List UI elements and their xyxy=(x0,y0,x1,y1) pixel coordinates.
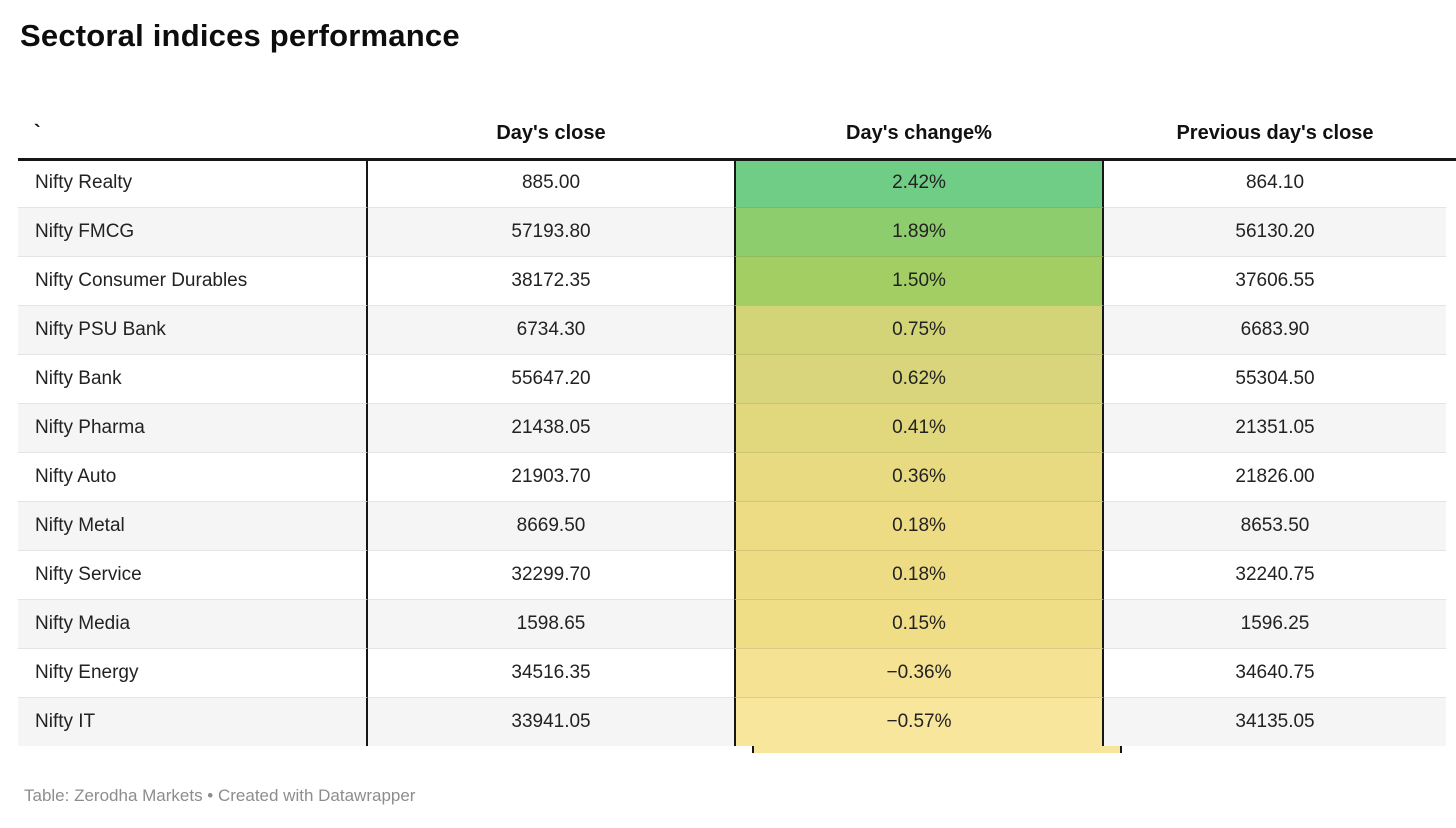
index-name-cell: Nifty PSU Bank xyxy=(18,305,368,354)
page-title: Sectoral indices performance xyxy=(20,18,460,53)
column-header-prev-close: Previous day's close xyxy=(1176,122,1374,144)
index-name-cell: Nifty FMCG xyxy=(18,207,368,256)
prev-close-cell: 56130.20 xyxy=(1104,207,1446,256)
column-header-days-change: Day's change% xyxy=(846,122,992,144)
days-close-cell: 33941.05 xyxy=(368,697,734,746)
days-change-cell: 1.89% xyxy=(734,207,1104,256)
sectoral-indices-table: ` Day's close Day's change% Previous day… xyxy=(18,96,1446,746)
days-change-cell: 0.36% xyxy=(734,452,1104,501)
prev-close-cell: 8653.50 xyxy=(1104,501,1446,550)
days-close-cell: 8669.50 xyxy=(368,501,734,550)
prev-close-cell: 34640.75 xyxy=(1104,648,1446,697)
prev-close-cell: 1596.25 xyxy=(1104,599,1446,648)
prev-close-cell: 21351.05 xyxy=(1104,403,1446,452)
index-name-cell: Nifty Pharma xyxy=(18,403,368,452)
index-name-cell: Nifty Realty xyxy=(18,158,368,207)
days-change-cell: 2.42% xyxy=(734,158,1104,207)
days-close-cell: 21903.70 xyxy=(368,452,734,501)
index-name-cell: Nifty Auto xyxy=(18,452,368,501)
index-name-cell: Nifty IT xyxy=(18,697,368,746)
prev-close-cell: 32240.75 xyxy=(1104,550,1446,599)
prev-close-cell: 864.10 xyxy=(1104,158,1446,207)
days-close-cell: 1598.65 xyxy=(368,599,734,648)
index-name-cell: Nifty Media xyxy=(18,599,368,648)
days-close-cell: 38172.35 xyxy=(368,256,734,305)
days-change-cell: 0.18% xyxy=(734,501,1104,550)
days-change-cell: −0.36% xyxy=(734,648,1104,697)
days-close-cell: 6734.30 xyxy=(368,305,734,354)
index-name-cell: Nifty Energy xyxy=(18,648,368,697)
clipped-next-row-stub xyxy=(752,746,1122,753)
days-close-cell: 885.00 xyxy=(368,158,734,207)
days-change-cell: 1.50% xyxy=(734,256,1104,305)
prev-close-cell: 21826.00 xyxy=(1104,452,1446,501)
index-name-cell: Nifty Service xyxy=(18,550,368,599)
prev-close-cell: 34135.05 xyxy=(1104,697,1446,746)
table-caption: Table: Zerodha Markets • Created with Da… xyxy=(24,786,416,805)
days-change-cell: 0.15% xyxy=(734,599,1104,648)
index-name-cell: Nifty Consumer Durables xyxy=(18,256,368,305)
days-change-cell: 0.18% xyxy=(734,550,1104,599)
column-header-index: ` xyxy=(34,122,41,144)
prev-close-cell: 37606.55 xyxy=(1104,256,1446,305)
index-name-cell: Nifty Metal xyxy=(18,501,368,550)
days-close-cell: 55647.20 xyxy=(368,354,734,403)
days-close-cell: 21438.05 xyxy=(368,403,734,452)
days-close-cell: 57193.80 xyxy=(368,207,734,256)
days-close-cell: 32299.70 xyxy=(368,550,734,599)
days-change-cell: 0.75% xyxy=(734,305,1104,354)
days-close-cell: 34516.35 xyxy=(368,648,734,697)
index-name-cell: Nifty Bank xyxy=(18,354,368,403)
days-change-cell: 0.41% xyxy=(734,403,1104,452)
prev-close-cell: 55304.50 xyxy=(1104,354,1446,403)
days-change-cell: −0.57% xyxy=(734,697,1104,746)
prev-close-cell: 6683.90 xyxy=(1104,305,1446,354)
days-change-cell: 0.62% xyxy=(734,354,1104,403)
column-header-days-close: Day's close xyxy=(496,122,606,144)
header-divider xyxy=(18,158,1456,161)
